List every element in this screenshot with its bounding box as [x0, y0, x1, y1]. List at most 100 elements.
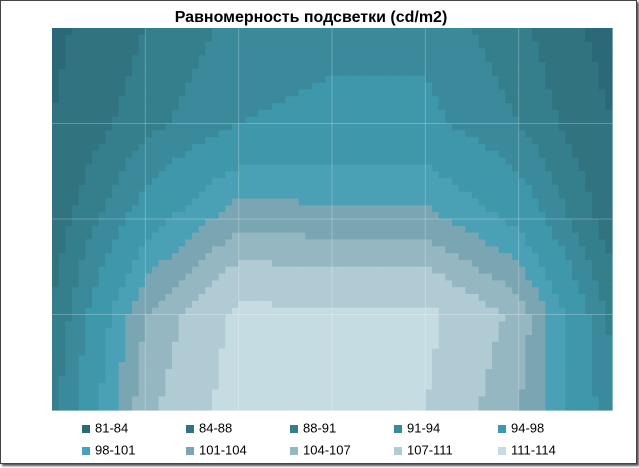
contour-cell	[398, 321, 406, 329]
contour-cell	[85, 403, 93, 411]
contour-cell	[585, 103, 593, 111]
contour-cell	[238, 294, 246, 302]
contour-cell	[78, 205, 86, 213]
contour-cell	[425, 328, 433, 336]
contour-cell	[572, 246, 580, 254]
contour-cell	[472, 48, 480, 56]
contour-cell	[392, 34, 400, 43]
contour-cell	[358, 41, 366, 50]
contour-cell	[605, 68, 613, 77]
contour-cell	[52, 389, 60, 397]
contour-cell	[92, 294, 100, 302]
contour-cell	[565, 191, 573, 200]
contour-cell	[292, 396, 300, 404]
contour-cell	[352, 198, 360, 206]
contour-cell	[85, 191, 93, 200]
contour-cell	[378, 184, 386, 193]
contour-cell	[325, 116, 333, 125]
contour-cell	[325, 246, 333, 254]
contour-cell	[218, 225, 226, 234]
contour-cell	[605, 116, 613, 125]
contour-cell	[438, 321, 446, 329]
contour-cell	[512, 109, 520, 118]
contour-cell	[145, 294, 153, 302]
contour-cell	[425, 171, 433, 179]
contour-cell	[418, 41, 426, 50]
contour-cell	[312, 300, 320, 309]
contour-cell	[538, 389, 546, 397]
contour-cell	[252, 259, 260, 268]
contour-cell	[398, 348, 406, 357]
contour-cell	[385, 34, 393, 43]
contour-cell	[418, 273, 426, 281]
contour-cell	[132, 89, 140, 97]
contour-cell	[118, 82, 126, 90]
contour-cell	[532, 96, 540, 104]
contour-cell	[145, 62, 153, 70]
contour-cell	[438, 287, 446, 295]
contour-cell	[412, 171, 420, 179]
contour-cell	[338, 273, 346, 281]
contour-cell	[305, 362, 313, 370]
contour-cell	[85, 266, 93, 275]
contour-cell	[285, 266, 293, 275]
contour-cell	[438, 205, 446, 213]
contour-cell	[558, 28, 566, 36]
contour-cell	[538, 28, 546, 36]
contour-cell	[198, 307, 206, 316]
contour-cell	[145, 212, 153, 220]
contour-cell	[52, 239, 60, 247]
contour-cell	[458, 341, 466, 350]
contour-cell	[245, 157, 253, 166]
contour-cell	[158, 396, 166, 404]
contour-cell	[92, 375, 100, 384]
legend-label: 101-104	[199, 442, 247, 457]
contour-cell	[272, 198, 280, 206]
contour-cell	[178, 294, 186, 302]
contour-cell	[412, 34, 420, 43]
contour-cell	[518, 287, 526, 295]
contour-cell	[318, 75, 326, 84]
contour-cell	[278, 137, 286, 145]
contour-cell	[132, 382, 140, 391]
contour-cell	[112, 355, 120, 363]
contour-cell	[105, 96, 113, 104]
contour-cell	[572, 253, 580, 261]
contour-cell	[598, 246, 606, 254]
contour-cell	[518, 300, 526, 309]
contour-cell	[438, 348, 446, 357]
contour-cell	[338, 75, 346, 84]
contour-cell	[558, 143, 566, 152]
contour-cell	[465, 219, 473, 227]
contour-cell	[305, 157, 313, 166]
contour-cell	[192, 109, 200, 118]
contour-cell	[525, 328, 533, 336]
contour-cell	[518, 294, 526, 302]
contour-cell	[138, 96, 146, 104]
contour-cell	[538, 355, 546, 363]
contour-cell	[292, 164, 300, 172]
contour-cell	[365, 103, 373, 111]
contour-cell	[565, 184, 573, 193]
contour-cell	[578, 41, 586, 50]
contour-cell	[232, 259, 240, 268]
contour-cell	[132, 300, 140, 309]
contour-cell	[585, 328, 593, 336]
contour-cell	[98, 403, 106, 411]
contour-cell	[305, 55, 313, 63]
contour-cell	[98, 328, 106, 336]
contour-cell	[312, 219, 320, 227]
contour-cell	[252, 150, 260, 159]
contour-cell	[378, 348, 386, 357]
contour-cell	[538, 123, 546, 131]
contour-cell	[545, 348, 553, 357]
contour-cell	[585, 157, 593, 166]
contour-cell	[118, 143, 126, 152]
contour-cell	[65, 62, 73, 70]
contour-cell	[285, 75, 293, 84]
contour-cell	[485, 225, 493, 234]
contour-cell	[338, 266, 346, 275]
contour-cell	[98, 300, 106, 309]
contour-cell	[265, 232, 273, 241]
contour-cell	[525, 355, 533, 363]
